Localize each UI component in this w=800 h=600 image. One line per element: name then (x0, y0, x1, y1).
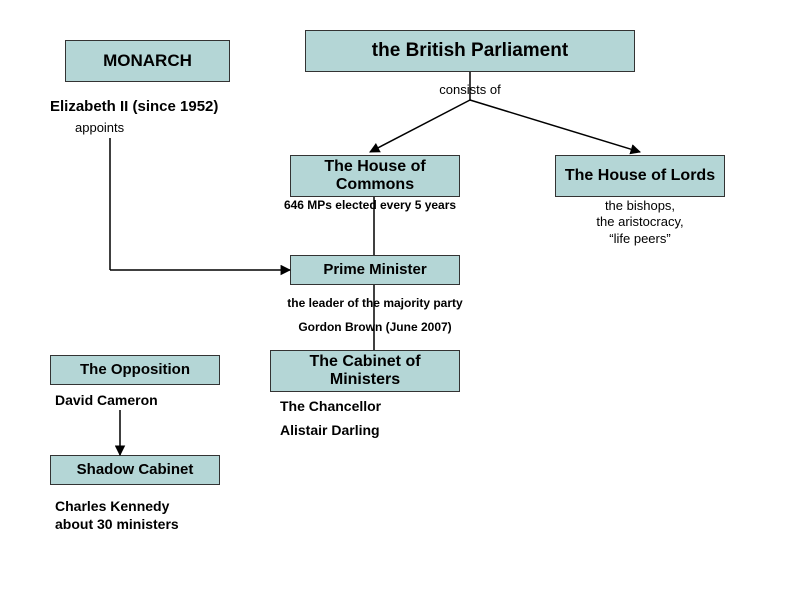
box-shadow: Shadow Cabinet (50, 455, 220, 485)
label-cabinet-sub2: Alistair Darling (280, 422, 480, 440)
label-commons-sub: 646 MPs elected every 5 years (255, 198, 485, 213)
label-appoints: appoints (75, 120, 195, 136)
label-lords-sub: the bishops, the aristocracy, “life peer… (540, 198, 740, 247)
label-pm-sub2: Gordon Brown (June 2007) (250, 320, 500, 335)
box-opposition: The Opposition (50, 355, 220, 385)
box-cabinet-label: The Cabinet of Ministers (275, 353, 455, 388)
box-pm-label: Prime Minister (323, 262, 426, 279)
box-commons-label: The House of Commons (295, 158, 455, 193)
box-monarch: MONARCH (65, 40, 230, 82)
box-pm: Prime Minister (290, 255, 460, 285)
label-opp-sub: David Cameron (55, 392, 255, 410)
box-parliament-label: the British Parliament (372, 41, 568, 62)
box-opposition-label: The Opposition (80, 362, 190, 379)
box-commons: The House of Commons (290, 155, 460, 197)
box-lords-label: The House of Lords (565, 167, 715, 185)
label-pm-sub1: the leader of the majority party (250, 296, 500, 311)
box-monarch-label: MONARCH (103, 52, 192, 71)
box-lords: The House of Lords (555, 155, 725, 197)
label-shadow-sub: Charles Kennedy about 30 ministers (55, 498, 275, 533)
label-cabinet-sub1: The Chancellor (280, 398, 480, 416)
box-parliament: the British Parliament (305, 30, 635, 72)
label-monarch-sub: Elizabeth II (since 1952) (50, 98, 250, 117)
box-cabinet: The Cabinet of Ministers (270, 350, 460, 392)
box-shadow-label: Shadow Cabinet (77, 462, 194, 479)
label-consists: consists of (400, 82, 540, 98)
